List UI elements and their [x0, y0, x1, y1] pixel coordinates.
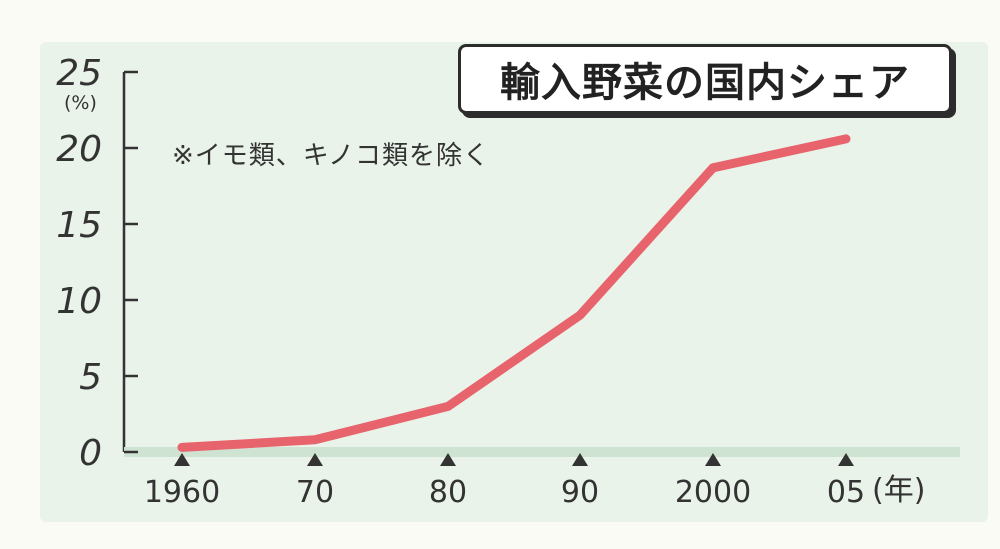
chart-note: ※イモ類、キノコ類を除く	[172, 141, 490, 171]
y-tick-label: 5	[79, 357, 102, 398]
x-tick-marker	[838, 453, 854, 466]
series-group	[177, 134, 851, 452]
x-tick-label: 2000	[675, 475, 751, 510]
x-tick-label: 90	[561, 475, 599, 510]
x-tick-marker	[572, 453, 588, 466]
y-tick-label: 0	[79, 433, 102, 474]
y-tick-label: 15	[56, 205, 102, 246]
y-tick-label: 20	[56, 129, 102, 170]
x-tick-marker	[440, 453, 456, 466]
x-tick-marker	[174, 453, 190, 466]
x-tick-marker	[705, 453, 721, 466]
chart-title: 輸入野菜の国内シェア	[500, 60, 910, 106]
y-axis-ticks: 0 5 10 15 20 25	[56, 53, 138, 474]
x-axis-unit-label: (年)	[872, 473, 925, 508]
series-line	[177, 134, 851, 452]
x-tick-label: 70	[296, 475, 334, 510]
x-tick-marker	[307, 453, 323, 466]
y-axis-unit-label: (%)	[64, 92, 97, 114]
axes	[122, 72, 960, 457]
x-tick-label: 05	[827, 475, 865, 510]
x-tick-label: 80	[429, 475, 467, 510]
x-axis-ticks: 1960 70 80 90 2000 05 (年)	[144, 453, 925, 510]
x-tick-label: 1960	[144, 475, 220, 510]
chart-title-box: 輸入野菜の国内シェア	[458, 44, 952, 114]
y-tick-label: 10	[56, 281, 102, 322]
y-tick-label: 25	[56, 53, 102, 94]
